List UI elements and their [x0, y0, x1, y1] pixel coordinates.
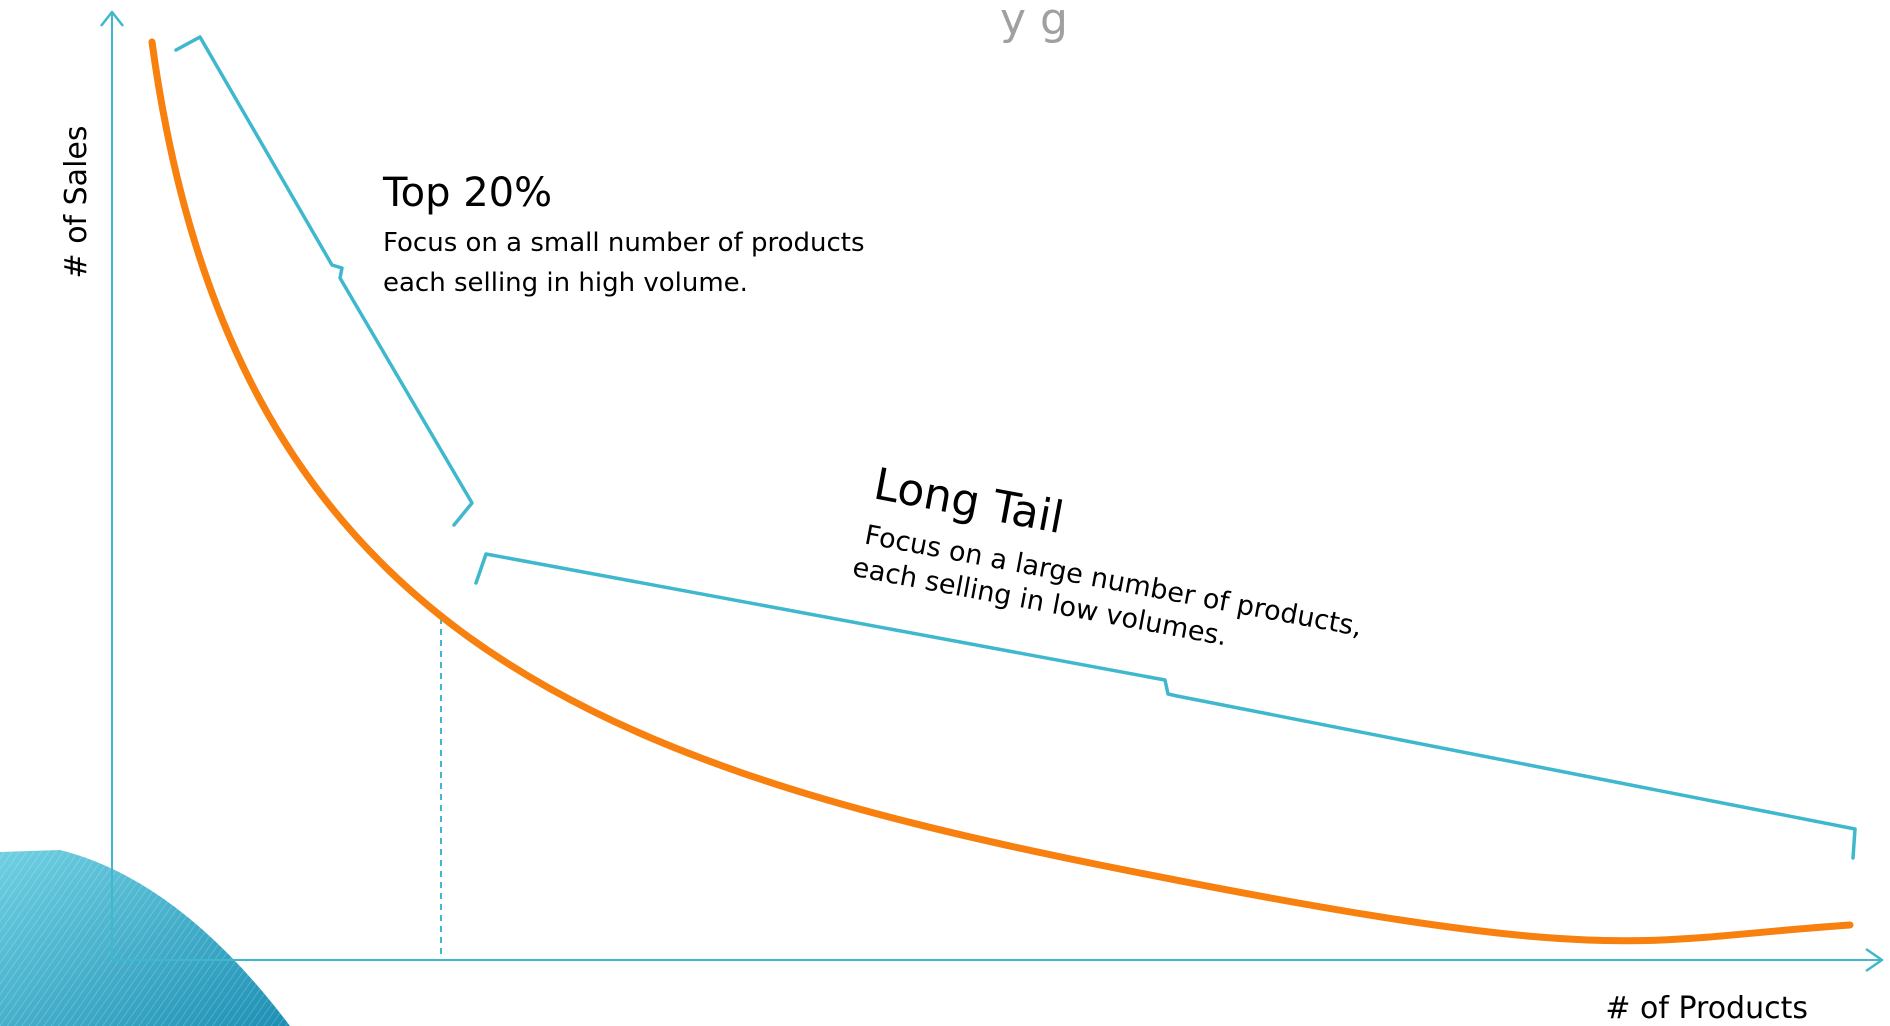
y-axis-arrow-icon — [100, 10, 124, 27]
x-axis-label: # of Products — [1605, 991, 1808, 1026]
slide-heading-partial: y g — [1000, 0, 1068, 45]
y-axis-label: # of Sales — [59, 126, 94, 279]
sales-distribution-curve — [148, 38, 1854, 945]
long-tail-bracket — [474, 552, 1857, 860]
decorative-swoosh — [0, 850, 290, 1026]
top-20-title: Top 20% — [382, 170, 552, 216]
top-20-annotation: Top 20% Focus on a small number of produ… — [382, 170, 865, 298]
top-20-description-line-1: Focus on a small number of products — [383, 228, 865, 258]
axes — [100, 10, 1884, 973]
top-20-description-line-2: each selling in high volume. — [383, 268, 748, 298]
long-tail-annotation: Long Tail Focus on a large number of pro… — [850, 459, 1364, 653]
x-axis-arrow-icon — [1865, 947, 1884, 973]
top-20-bracket — [174, 35, 474, 527]
